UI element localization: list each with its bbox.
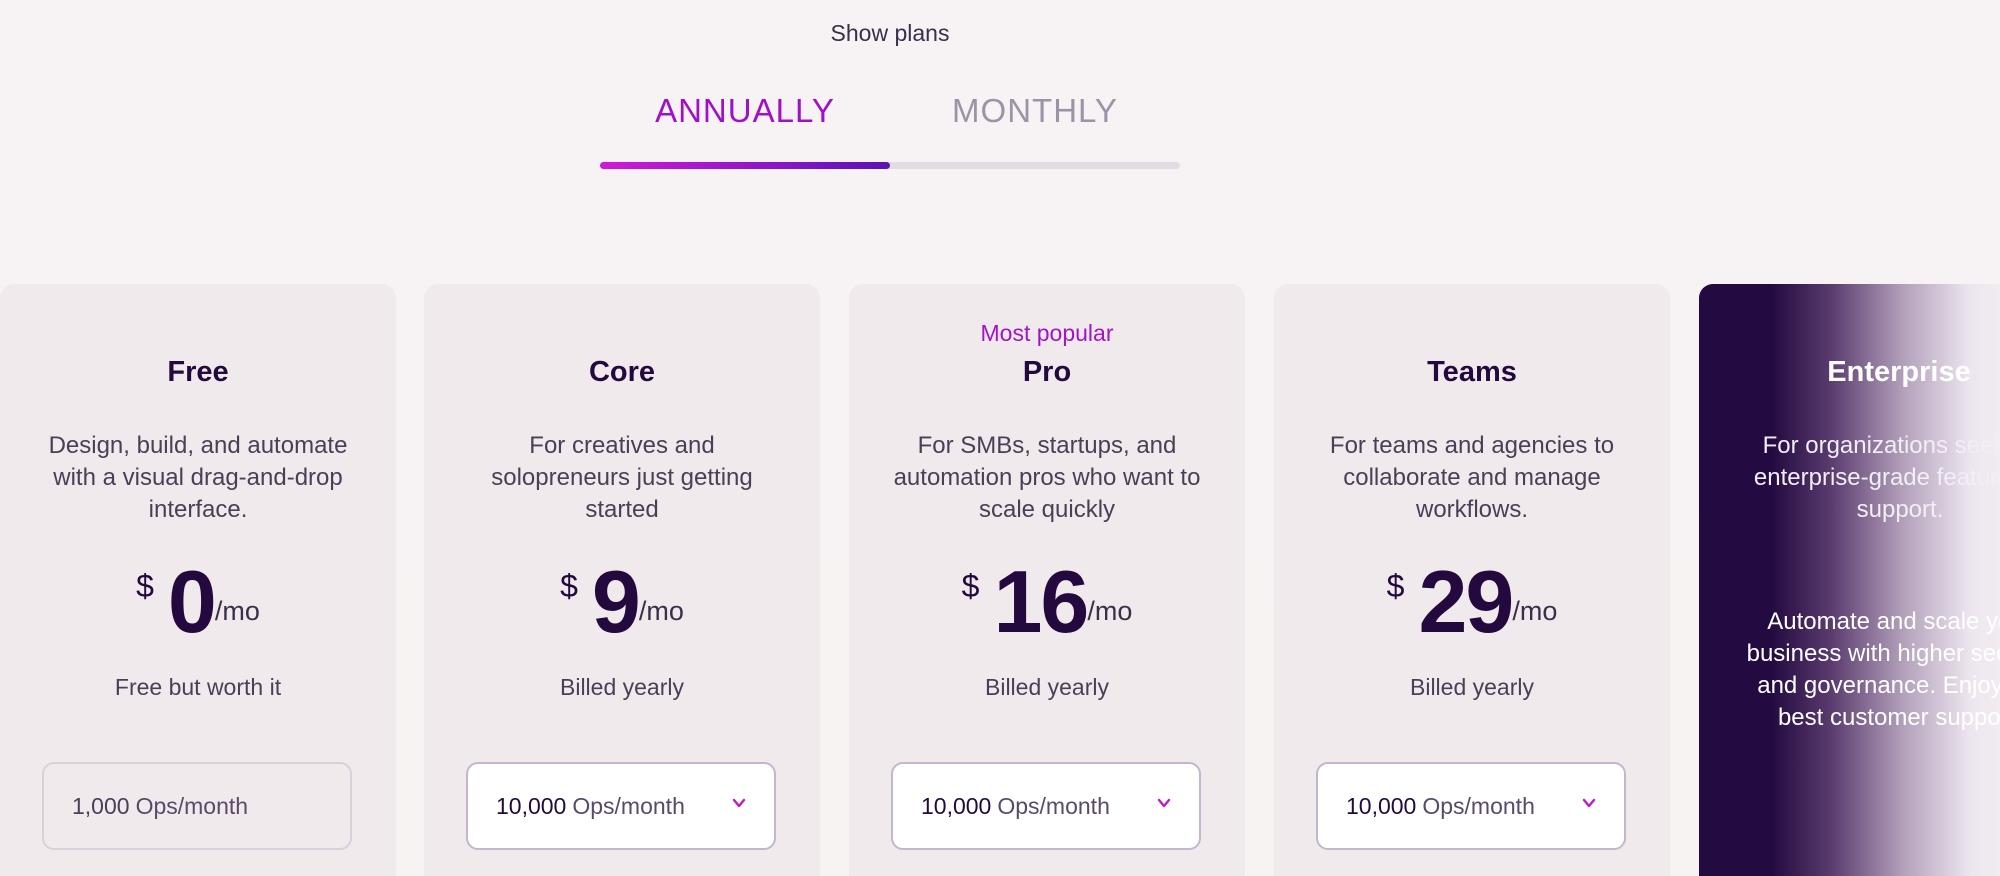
chevron-down-icon [732, 798, 746, 808]
plan-title: Enterprise [1827, 356, 1971, 388]
ops-value: 10,000 [496, 792, 567, 819]
toggle-track [600, 162, 1180, 169]
ops-value: 1,000 [72, 792, 130, 819]
price-currency: $ [136, 568, 154, 604]
chevron-down-icon [1157, 798, 1171, 808]
price-currency: $ [961, 568, 980, 604]
billing-note: Billed yearly [1410, 674, 1534, 700]
ops-unit: Ops/month [997, 792, 1110, 819]
billing-note: Billed yearly [560, 674, 684, 700]
plan-card-enterprise: Enterprise For organizations seeking ent… [1699, 284, 2000, 876]
plan-price: $ 0 /mo [0, 556, 396, 656]
plan-card-pro: Most popular Pro For SMBs, startups, and… [849, 284, 1245, 876]
toggle-active-indicator [600, 162, 890, 169]
ops-select[interactable]: 10,000 Ops/month [1316, 762, 1626, 850]
plan-description: Design, build, and automate with a visua… [48, 432, 348, 523]
plan-title: Free [167, 356, 229, 388]
plan-title: Pro [1022, 356, 1072, 388]
plan-price: $ 16 /mo [849, 556, 1245, 656]
price-amount: 0 [167, 552, 217, 651]
price-currency: $ [560, 568, 578, 604]
show-plans-label: Show plans [830, 20, 950, 46]
ops-select[interactable]: 10,000 Ops/month [891, 762, 1201, 850]
chevron-down-icon [1582, 798, 1596, 808]
plan-details: Automate and scale your business with hi… [1746, 608, 2000, 731]
tab-annually[interactable]: ANNUALLY [655, 92, 835, 129]
price-unit: /mo [1512, 596, 1558, 626]
price-unit: /mo [214, 596, 260, 626]
plan-price: $ 9 /mo [424, 556, 820, 656]
billing-toggle: Show plans ANNUALLY MONTHLY [600, 0, 1180, 180]
price-currency: $ [1386, 568, 1405, 604]
plan-description: For organizations seeking enterprise-gra… [1753, 432, 2000, 523]
price-amount: 9 [591, 552, 641, 651]
price-unit: /mo [1087, 596, 1133, 626]
ops-unit: Ops/month [572, 792, 685, 819]
billing-note: Billed yearly [985, 674, 1109, 700]
most-popular-badge: Most popular [980, 320, 1114, 346]
ops-unit: Ops/month [135, 792, 249, 819]
ops-unit: Ops/month [1422, 792, 1535, 819]
plan-card-free: Free Design, build, and automate with a … [0, 284, 396, 876]
price-amount: 16 [993, 552, 1089, 651]
plan-card-core: Core For creatives and solopreneurs just… [424, 284, 820, 876]
plan-description: For teams and agencies to collaborate an… [1329, 432, 1615, 523]
ops-value: 10,000 [1346, 792, 1417, 819]
ops-select[interactable]: 10,000 Ops/month [466, 762, 776, 850]
plan-title: Core [588, 356, 656, 388]
plan-card-teams: Teams For teams and agencies to collabor… [1274, 284, 1670, 876]
plan-description: For creatives and solopreneurs just gett… [491, 432, 753, 523]
plan-price: $ 29 /mo [1274, 556, 1670, 656]
tab-monthly[interactable]: MONTHLY [952, 92, 1118, 129]
plan-title: Teams [1427, 356, 1517, 388]
price-unit: /mo [638, 596, 684, 626]
ops-display: 1,000 Ops/month [42, 762, 352, 850]
ops-value: 10,000 [921, 792, 992, 819]
billing-note: Free but worth it [114, 674, 282, 700]
price-amount: 29 [1418, 552, 1514, 651]
plan-description: For SMBs, startups, and automation pros … [893, 432, 1201, 523]
